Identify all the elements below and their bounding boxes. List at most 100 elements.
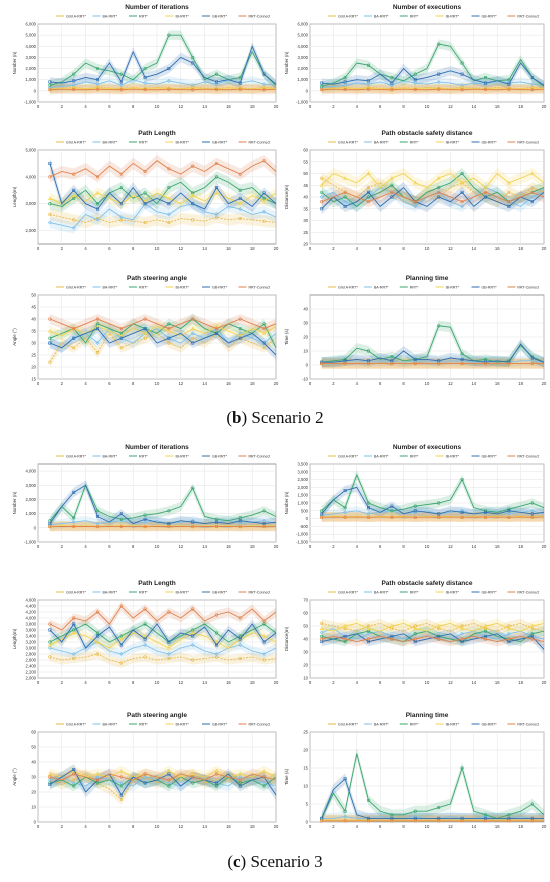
x-tick-label: 0 [37, 680, 40, 685]
data-point [530, 356, 534, 360]
data-point [238, 525, 242, 529]
y-tick-label: 10 [31, 805, 36, 810]
data-point [214, 772, 219, 776]
data-point [437, 515, 441, 519]
confidence-band [49, 313, 277, 334]
series-line [49, 203, 277, 229]
data-point [96, 634, 100, 638]
data-point [47, 328, 52, 333]
y-tick-label: 20 [303, 663, 308, 668]
data-point [436, 175, 441, 180]
data-point [530, 514, 535, 519]
y-tick-label: 2,200 [26, 670, 37, 675]
x-tick-label: 2 [332, 680, 335, 685]
x-tick-label: 0 [309, 381, 312, 386]
data-point [71, 193, 76, 198]
data-point [191, 61, 195, 65]
data-point [95, 340, 100, 346]
x-tick-label: 0 [37, 104, 40, 109]
data-point [530, 200, 534, 204]
confidence-band [321, 470, 544, 518]
data-point [262, 198, 267, 203]
data-point [238, 216, 242, 221]
x-tick-label: 6 [108, 104, 111, 109]
data-point [366, 637, 371, 641]
x-tick-label: 10 [155, 104, 160, 109]
data-point [190, 85, 195, 90]
x-tick-label: 16 [226, 104, 231, 109]
data-point [143, 336, 147, 340]
data-point [72, 336, 76, 340]
data-point [48, 80, 52, 84]
chart-title: Number of iterations [125, 444, 189, 451]
x-tick-label: 6 [379, 381, 382, 386]
data-point [262, 524, 266, 529]
y-tick-label: 10 [303, 784, 308, 789]
legend-label: GB-RRT* [482, 141, 498, 145]
data-point [343, 510, 348, 515]
data-point [460, 357, 464, 361]
data-point [119, 636, 124, 641]
data-point [167, 167, 171, 171]
data-point [436, 623, 441, 628]
data-point [460, 200, 464, 204]
x-tick-label: 2 [61, 680, 64, 685]
data-point [483, 515, 488, 519]
x-tick-label: 20 [274, 824, 279, 829]
y-tick-label: 4,000 [298, 44, 309, 49]
data-point [343, 777, 347, 781]
x-tick-label: 4 [84, 544, 87, 549]
data-point [530, 501, 534, 505]
x-tick-label: 6 [108, 381, 111, 386]
data-point [191, 607, 195, 611]
data-point [366, 361, 371, 366]
data-point [95, 778, 100, 782]
data-point [214, 86, 219, 91]
data-point [413, 819, 417, 823]
data-point [262, 346, 266, 350]
data-point [343, 195, 347, 199]
confidence-band [49, 187, 277, 210]
data-point [507, 78, 511, 82]
chart-svg: Planning time Grid A-RRT* BA-RRT* RRT* IB-RR… [284, 275, 547, 386]
data-point [95, 610, 100, 614]
x-tick-label: 4 [356, 680, 359, 685]
y-tick-label: -1,000 [296, 100, 309, 105]
x-tick-label: 20 [542, 824, 547, 829]
data-point [437, 512, 441, 516]
data-point [389, 83, 394, 88]
y-tick-label: 5,000 [26, 148, 37, 153]
data-point [262, 640, 266, 644]
series-line [49, 328, 277, 356]
data-point [460, 631, 465, 636]
y-tick-label: 2,600 [26, 658, 37, 663]
data-point [238, 87, 242, 91]
series-line [49, 214, 277, 223]
data-point [191, 317, 195, 321]
data-point [413, 72, 417, 76]
legend-label: Grid A-RRT* [66, 141, 87, 145]
x-tick-label: 18 [518, 246, 523, 251]
data-point [460, 85, 465, 90]
legend-label: IB-RRT* [446, 286, 460, 290]
data-point [367, 79, 371, 83]
data-point [343, 199, 348, 204]
data-point [143, 327, 147, 331]
data-point [119, 202, 123, 206]
chart-title: Planning time [406, 275, 449, 282]
data-point [166, 212, 171, 217]
data-point [238, 642, 243, 648]
legend-label: BA-RRT* [102, 591, 117, 595]
data-point [262, 619, 266, 623]
y-tick-label: 40 [31, 760, 36, 765]
data-point [72, 516, 76, 520]
data-point [96, 514, 100, 518]
data-point [366, 195, 371, 199]
data-point [72, 326, 76, 331]
data-point [483, 637, 488, 641]
data-point [143, 202, 147, 206]
data-point [238, 637, 242, 641]
data-point [143, 637, 147, 641]
data-point [320, 176, 324, 180]
legend-label: RRT* [139, 286, 148, 290]
